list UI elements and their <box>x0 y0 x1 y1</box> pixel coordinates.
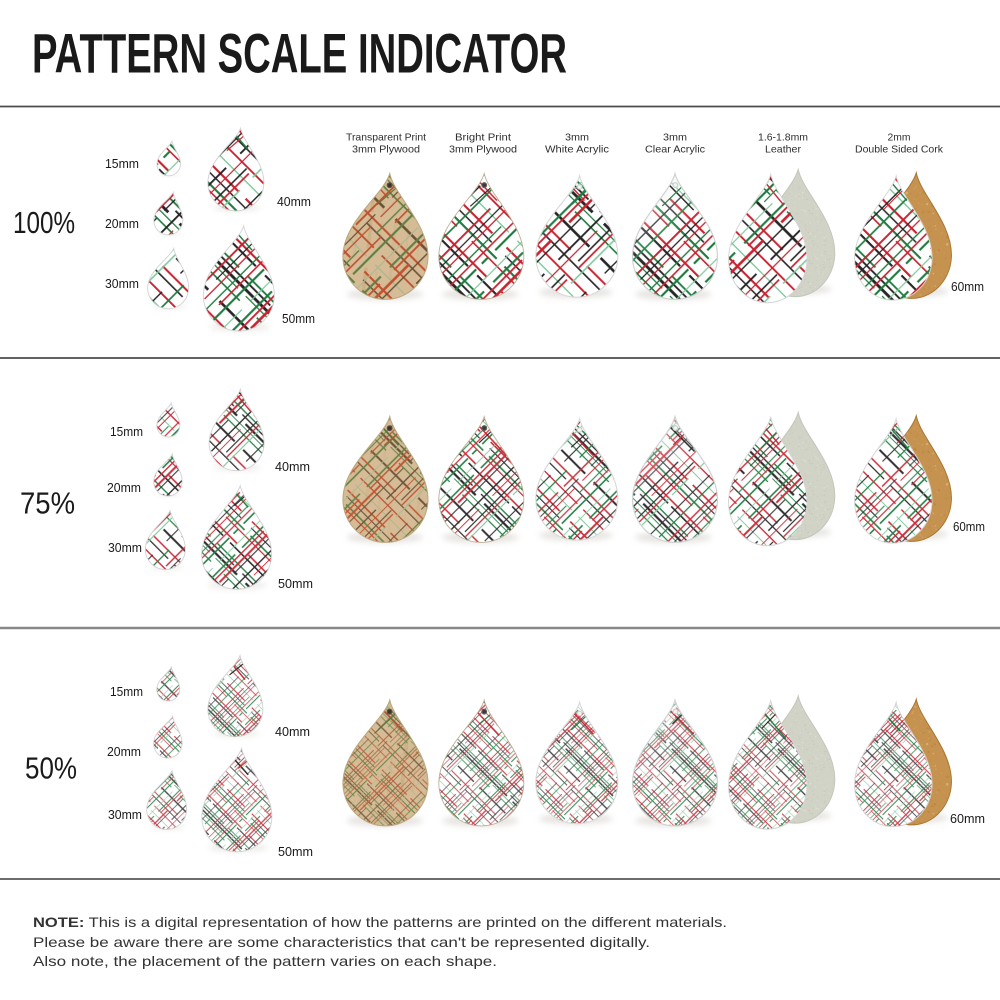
svg-text:50%: 50% <box>25 751 77 786</box>
svg-text:Double Sided Cork: Double Sided Cork <box>855 144 944 156</box>
svg-text:40mm: 40mm <box>275 724 310 739</box>
svg-text:60mm: 60mm <box>950 811 985 826</box>
svg-text:3mm: 3mm <box>565 132 589 144</box>
svg-text:50mm: 50mm <box>278 844 313 859</box>
svg-text:40mm: 40mm <box>277 194 311 209</box>
svg-text:20mm: 20mm <box>107 480 141 495</box>
svg-text:Bright Print: Bright Print <box>455 132 511 144</box>
svg-text:100%: 100% <box>13 205 75 240</box>
svg-text:30mm: 30mm <box>105 276 139 291</box>
svg-text:Please be aware there are some: Please be aware there are some character… <box>33 935 650 950</box>
svg-text:2mm: 2mm <box>888 132 911 144</box>
svg-text:Transparent Print: Transparent Print <box>346 132 426 144</box>
svg-text:Leather: Leather <box>765 144 801 156</box>
svg-text:15mm: 15mm <box>110 684 143 699</box>
svg-text:3mm Plywood: 3mm Plywood <box>449 144 517 156</box>
svg-text:20mm: 20mm <box>105 216 139 231</box>
svg-text:40mm: 40mm <box>275 459 310 474</box>
svg-text:50mm: 50mm <box>282 311 315 326</box>
svg-text:75%: 75% <box>20 486 75 521</box>
svg-text:30mm: 30mm <box>108 807 142 822</box>
svg-text:Also note, the placement of th: Also note, the placement of the pattern … <box>33 954 497 969</box>
svg-text:Clear Acrylic: Clear Acrylic <box>645 144 705 156</box>
svg-text:20mm: 20mm <box>107 744 141 759</box>
svg-text:60mm: 60mm <box>951 279 984 294</box>
svg-text:50mm: 50mm <box>278 576 313 591</box>
svg-text:NOTE: This is a digital repres: NOTE: This is a digital representation o… <box>33 915 727 930</box>
svg-text:3mm Plywood: 3mm Plywood <box>352 144 420 156</box>
svg-text:30mm: 30mm <box>108 540 142 555</box>
svg-text:15mm: 15mm <box>105 156 139 171</box>
svg-text:60mm: 60mm <box>953 519 985 534</box>
svg-text:1.6-1.8mm: 1.6-1.8mm <box>758 132 808 144</box>
svg-text:White Acrylic: White Acrylic <box>545 144 609 156</box>
svg-text:PATTERN SCALE INDICATOR: PATTERN SCALE INDICATOR <box>32 22 567 85</box>
svg-text:3mm: 3mm <box>663 132 687 144</box>
svg-text:15mm: 15mm <box>110 424 143 439</box>
